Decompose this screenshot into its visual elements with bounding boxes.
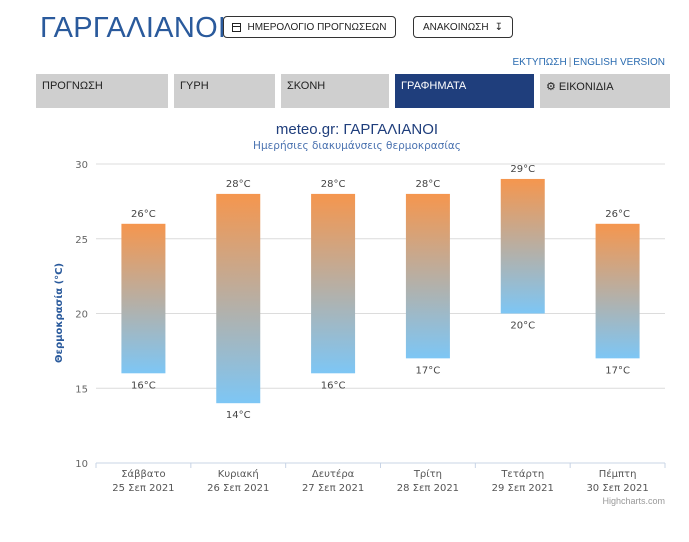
temperature-bar xyxy=(311,193,356,374)
low-value-label: 14°C xyxy=(226,410,251,421)
high-value-label: 28°C xyxy=(226,179,251,190)
y-tick-label: 15 xyxy=(75,384,88,395)
x-tick-day-label: Τετάρτη xyxy=(500,468,544,480)
x-tick-date-label: 27 Σεπ 2021 xyxy=(302,483,364,494)
english-version-link[interactable]: ENGLISH VERSION xyxy=(573,57,665,68)
calendar-icon xyxy=(232,22,242,32)
temperature-bar xyxy=(216,193,261,404)
link-separator: | xyxy=(568,57,572,68)
x-tick-day-label: Πέμπτη xyxy=(599,468,637,480)
low-value-label: 17°C xyxy=(416,365,441,376)
x-tick-date-label: 29 Σεπ 2021 xyxy=(492,483,554,494)
forecast-calendar-button[interactable]: ΗΜΕΡΟΛΟΓΙΟ ΠΡΟΓΝΩΣΕΩΝ xyxy=(223,16,396,38)
high-value-label: 29°C xyxy=(510,164,535,175)
x-tick-day-label: Κυριακή xyxy=(218,468,259,480)
y-tick-label: 30 xyxy=(75,160,88,171)
tab-pollen-label: ΓΥΡΗ xyxy=(180,80,209,92)
low-value-label: 16°C xyxy=(131,380,156,391)
high-value-label: 26°C xyxy=(131,209,156,220)
tab-icons-label: ΕΙΚΟΝΙΔΙΑ xyxy=(558,81,614,93)
y-tick-label: 20 xyxy=(75,310,88,321)
low-value-label: 17°C xyxy=(605,365,630,376)
y-tick-label: 10 xyxy=(75,459,88,470)
announcement-button[interactable]: ΑΝΑΚΟΙΝΩΣΗ ↧ xyxy=(413,16,513,38)
chart-credits: Highcharts.com xyxy=(602,496,665,506)
high-value-label: 26°C xyxy=(605,209,630,220)
y-axis-title: Θερμοκρασία (°C) xyxy=(53,263,65,363)
chart-subtitle: Ημερήσιες διακυμάνσεις θερμοκρασίας xyxy=(253,140,461,152)
tab-forecast-label: ΠΡΟΓΝΩΣΗ xyxy=(42,80,103,92)
low-value-label: 16°C xyxy=(321,380,346,391)
temperature-bar xyxy=(121,223,166,374)
x-tick-day-label: Τρίτη xyxy=(413,468,442,480)
y-tick-label: 25 xyxy=(75,235,88,246)
announcement-label: ΑΝΑΚΟΙΝΩΣΗ xyxy=(423,21,489,33)
x-tick-date-label: 26 Σεπ 2021 xyxy=(207,483,269,494)
low-value-label: 20°C xyxy=(510,321,535,332)
temperature-bar xyxy=(500,178,545,314)
tab-dust[interactable]: ΣΚΟΝΗ xyxy=(281,74,389,108)
x-tick-day-label: Σάββατο xyxy=(121,468,165,480)
x-tick-date-label: 28 Σεπ 2021 xyxy=(397,483,459,494)
high-value-label: 28°C xyxy=(416,179,441,190)
temperature-bar xyxy=(405,193,450,359)
x-tick-day-label: Δευτέρα xyxy=(312,468,355,480)
tab-pollen[interactable]: ΓΥΡΗ xyxy=(174,74,275,108)
chart-title: meteo.gr: ΓΑΡΓΑΛΙΑΝΟΙ xyxy=(276,121,438,138)
top-links: ΕΚΤΥΠΩΣΗ | ENGLISH VERSION xyxy=(512,57,665,68)
arrow-down-icon: ↧ xyxy=(494,21,503,33)
tab-charts[interactable]: ΓΡΑΦΗΜΑΤΑ xyxy=(395,74,534,108)
tab-charts-label: ΓΡΑΦΗΜΑΤΑ xyxy=(401,80,467,92)
tab-icons[interactable]: ⚙ ΕΙΚΟΝΙΔΙΑ xyxy=(540,74,670,108)
gear-icon: ⚙ xyxy=(546,81,556,93)
x-tick-date-label: 25 Σεπ 2021 xyxy=(112,483,174,494)
tab-forecast[interactable]: ΠΡΟΓΝΩΣΗ xyxy=(36,74,168,108)
forecast-calendar-label: ΗΜΕΡΟΛΟΓΙΟ ΠΡΟΓΝΩΣΕΩΝ xyxy=(247,21,387,33)
page-title: ΓΑΡΓΑΛΙΑΝΟΙ xyxy=(40,12,227,44)
tab-dust-label: ΣΚΟΝΗ xyxy=(287,80,326,92)
temperature-bar xyxy=(595,223,640,359)
print-link[interactable]: ΕΚΤΥΠΩΣΗ xyxy=(512,57,567,68)
x-tick-date-label: 30 Σεπ 2021 xyxy=(586,483,648,494)
high-value-label: 28°C xyxy=(321,179,346,190)
